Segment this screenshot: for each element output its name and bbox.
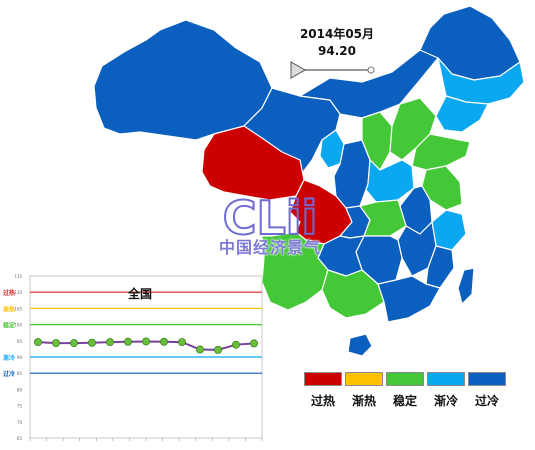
legend-swatch [427, 372, 465, 386]
legend-item-stable: 稳定 [386, 372, 424, 409]
legend-item-overheat: 过热 [304, 372, 342, 409]
data-point [124, 337, 133, 346]
legend-label: 过冷 [474, 394, 499, 408]
time-readout: 2014年05月 94.20 [282, 26, 392, 60]
band-label: 过热 [3, 289, 15, 297]
region-guangdong[interactable] [377, 275, 441, 323]
play-icon[interactable] [290, 61, 307, 79]
y-tick-label: 70 [17, 420, 23, 425]
region-henan[interactable] [365, 159, 415, 203]
legend-item-warming: 渐热 [345, 372, 383, 409]
data-point [88, 338, 97, 347]
y-tick-label: 85 [17, 371, 23, 376]
legend-label: 渐冷 [433, 394, 458, 408]
y-tick-label: 65 [17, 436, 23, 441]
data-point [70, 339, 79, 348]
region-yunnan[interactable] [261, 231, 329, 311]
legend: 过热 渐热 稳定 渐冷 过冷 [304, 372, 506, 412]
data-point [249, 339, 258, 348]
region-hainan[interactable] [347, 333, 373, 357]
legend-item-overcool: 过冷 [468, 372, 506, 409]
y-tick-label: 75 [17, 404, 23, 409]
data-point [231, 340, 240, 349]
data-point [177, 338, 186, 347]
legend-swatch [386, 372, 424, 386]
data-point [34, 338, 43, 347]
band-label: 渐热 [3, 305, 15, 313]
legend-item-cooling: 渐冷 [427, 372, 465, 409]
time-readout-value: 94.20 [318, 44, 356, 58]
band-label: 稳定 [3, 322, 15, 330]
region-xinjiang[interactable] [93, 19, 273, 141]
region-shandong[interactable] [411, 133, 471, 171]
data-point [159, 337, 168, 346]
legend-swatch [468, 372, 506, 386]
region-zhejiang[interactable] [431, 209, 467, 251]
data-point [213, 345, 222, 354]
region-liaoning[interactable] [435, 95, 489, 133]
legend-swatch [345, 372, 383, 386]
y-tick-label: 95 [17, 339, 23, 344]
national-chart: 65 70 75 80 85 90 95 100 105 110 115 过热渐热稳定渐冷过冷 全国 [0, 268, 270, 446]
data-point [106, 338, 115, 347]
region-heilongjiang[interactable] [419, 5, 521, 81]
slider-handle[interactable] [367, 66, 375, 74]
region-guangxi[interactable] [321, 269, 385, 319]
time-readout-date: 2014年05月 [299, 27, 375, 41]
legend-swatch [304, 372, 342, 386]
y-tick-label: 90 [17, 355, 23, 360]
band-label: 渐冷 [3, 354, 15, 362]
legend-label: 渐热 [351, 394, 376, 408]
data-point [195, 345, 204, 354]
y-tick-label: 105 [14, 306, 22, 311]
time-slider[interactable] [290, 61, 375, 79]
y-tick-label: 100 [14, 323, 22, 328]
region-hubei[interactable] [359, 199, 407, 237]
chart-title: 全国 [127, 286, 152, 301]
y-tick-label: 110 [14, 290, 22, 295]
region-qinghai[interactable] [201, 125, 305, 201]
legend-label: 稳定 [392, 394, 417, 408]
band-label: 过冷 [3, 370, 15, 378]
y-tick-label: 115 [14, 274, 22, 279]
region-taiwan[interactable] [457, 267, 475, 305]
y-tick-label: 80 [17, 387, 23, 392]
data-point [141, 337, 150, 346]
data-point [52, 339, 61, 348]
region-shanxi[interactable] [361, 111, 393, 171]
legend-label: 过热 [310, 394, 335, 408]
